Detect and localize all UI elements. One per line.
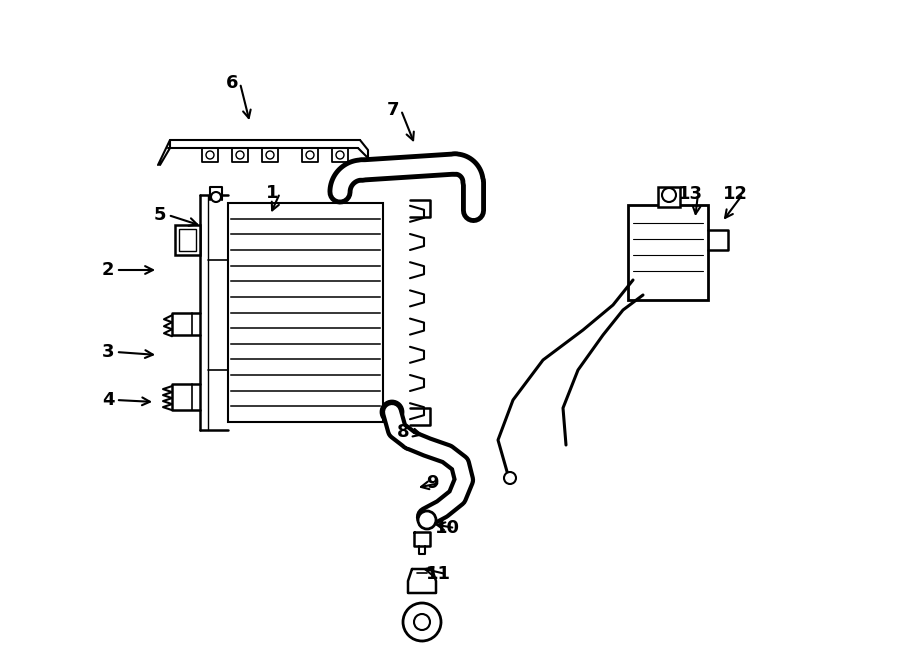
Circle shape [414,614,430,630]
Text: 8: 8 [397,423,410,441]
Circle shape [206,151,214,159]
Text: 3: 3 [102,343,114,361]
Text: 2: 2 [102,261,114,279]
Circle shape [236,151,244,159]
Text: 11: 11 [426,565,451,583]
Bar [658,187,680,207]
Text: 13: 13 [678,185,703,203]
Text: 6: 6 [226,74,239,92]
Circle shape [504,472,516,484]
Circle shape [381,401,403,423]
Circle shape [418,511,436,529]
Bar [179,229,196,251]
Circle shape [211,192,221,202]
Text: 7: 7 [387,101,400,119]
Circle shape [403,603,441,641]
Text: 9: 9 [426,474,438,492]
Circle shape [306,151,314,159]
Bar [175,225,200,255]
Text: 4: 4 [102,391,114,409]
Circle shape [266,151,274,159]
Text: 5: 5 [154,206,166,224]
Text: 10: 10 [435,519,460,537]
Circle shape [662,188,676,202]
Bar [228,203,383,422]
Bar [628,205,708,300]
Text: 12: 12 [723,185,748,203]
Text: 1: 1 [266,184,278,202]
Circle shape [336,151,344,159]
